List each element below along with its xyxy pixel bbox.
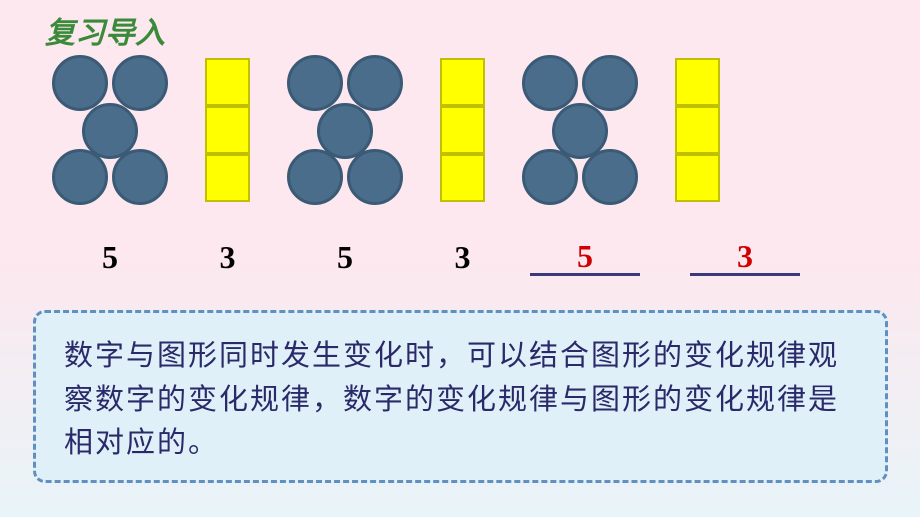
answer-blank-2: 3 [685,238,805,276]
explanation-text: 数字与图形同时发生变化时，可以结合图形的变化规律观察数字的变化规律，数字的变化规… [64,340,839,459]
circle-icon [522,55,578,111]
circle-icon [522,149,578,205]
circle-group-1 [45,55,175,205]
rect-icon [675,154,720,202]
blank-line-icon [690,273,800,276]
rect-icon [440,106,485,154]
number-label-2: 3 [205,239,250,276]
rect-icon [675,106,720,154]
rect-icon [440,58,485,106]
circle-icon [112,149,168,205]
rect-icon [205,58,250,106]
circle-icon [582,149,638,205]
circle-icon [287,149,343,205]
circle-icon [347,55,403,111]
answer-value-1: 5 [577,238,593,275]
explanation-box: 数字与图形同时发生变化时，可以结合图形的变化规律观察数字的变化规律，数字的变化规… [33,310,888,483]
circle-icon [287,55,343,111]
rect-icon [205,106,250,154]
rect-icon [440,154,485,202]
circle-group-3 [515,55,645,205]
rect-group-2 [440,55,485,205]
circle-icon [347,149,403,205]
circle-icon [52,149,108,205]
circle-icon [112,55,168,111]
rect-group-3 [675,55,720,205]
rect-icon [205,154,250,202]
circle-icon [582,55,638,111]
number-label-3: 5 [280,239,410,276]
circle-icon [52,55,108,111]
blank-line-icon [530,273,640,276]
number-label-1: 5 [45,239,175,276]
answer-value-2: 3 [737,238,753,275]
section-header: 复习导入 [45,8,165,52]
answer-blank-1: 5 [525,238,645,276]
number-label-4: 3 [440,239,485,276]
numbers-row: 5 3 5 3 5 3 [45,238,805,276]
circle-group-2 [280,55,410,205]
rect-group-1 [205,55,250,205]
rect-icon [675,58,720,106]
pattern-row [45,55,720,205]
